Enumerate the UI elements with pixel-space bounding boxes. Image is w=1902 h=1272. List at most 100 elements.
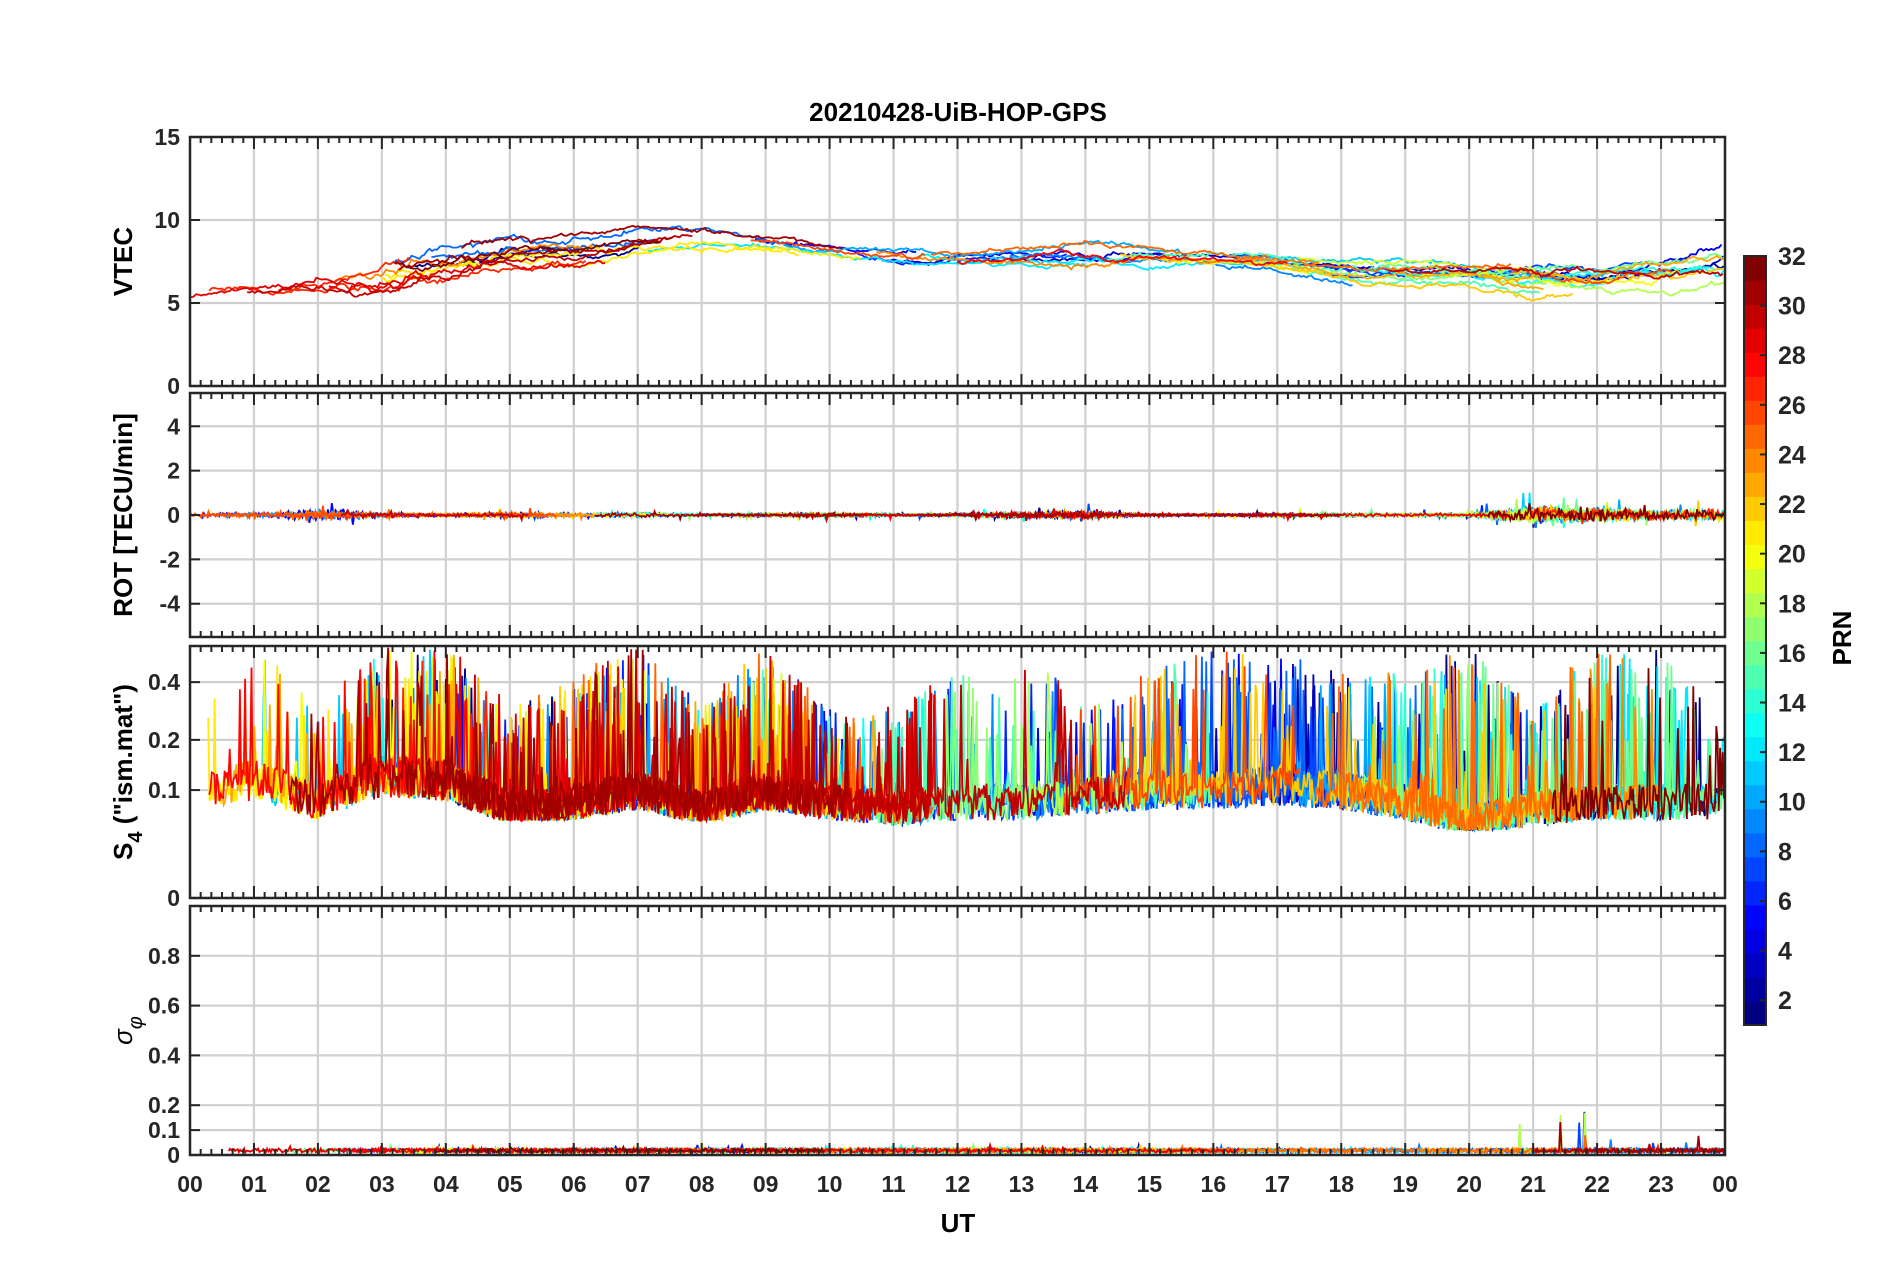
x-tick-label: 18 [1328,1171,1354,1197]
x-tick-label: 13 [1009,1171,1035,1197]
colorbar-segment [1744,1000,1766,1026]
panel-vtec: 0 5 10 15 VTEC [108,124,1727,399]
y-tick-label: 0.2 [148,1092,180,1118]
x-tick-label: 00 [177,1171,203,1197]
prn-27-line [1528,506,1725,525]
prn-25-line [1315,653,1613,831]
prn-31-line [594,508,863,523]
prn-26-line [750,239,926,261]
colorbar-segment [1744,904,1766,930]
x-tick-label: 20 [1456,1171,1482,1197]
ticks-rot [189,393,1726,637]
colorbar-segment [1744,304,1766,329]
colorbar-segment [1744,424,1766,449]
y-label-main: S [108,843,138,860]
prn-32-line [394,238,661,273]
y-tick-label: 15 [154,124,180,150]
colorbar-segment [1744,448,1766,473]
colorbar-label: PRN [1827,611,1857,666]
prn-28-line [956,248,1288,267]
y-tick-label: 0.4 [148,669,180,695]
x-tick-label: 00 [1712,1171,1738,1197]
colorbar-tick-label: 32 [1778,243,1806,271]
y-axis-label-rot: ROT [TECU/min] [108,413,138,617]
colorbar-segment [1744,256,1766,281]
series-s4 [207,647,1725,834]
x-tick-label: 09 [753,1171,779,1197]
x-tick-label: 01 [241,1171,267,1197]
colorbar-segment [1744,784,1766,810]
series-rot [190,492,1725,529]
prn-29-line [227,1143,496,1155]
colorbar-segment [1744,760,1766,786]
x-tick-label: 06 [561,1171,587,1197]
colorbar-segment [1744,544,1766,570]
prn-29-line [328,258,606,294]
colorbar-segment [1744,280,1766,305]
x-tick-label: 02 [305,1171,331,1197]
y-axis-label-vtec: VTEC [108,227,138,297]
colorbar-segment [1744,928,1766,954]
y-tick-label: 5 [167,290,180,316]
prn-19-line [1297,256,1537,273]
prn-31-line [460,224,843,250]
prn-27-line [208,256,410,296]
colorbar-segment [1744,664,1766,690]
prn-32-line [1487,503,1725,524]
colorbar-segment [1744,880,1766,906]
colorbar-tick-label: 30 [1778,293,1806,321]
colorbar-segment [1744,712,1766,738]
x-tick-label: 22 [1584,1171,1610,1197]
colorbar-segment [1744,832,1766,858]
colorbar-tick-label: 26 [1778,392,1806,420]
colorbar-tick-label: 10 [1778,789,1806,817]
colorbar-segment [1744,736,1766,762]
colorbar-segment [1744,616,1766,642]
y-tick-label: 0.2 [148,727,180,753]
x-tick-label: 21 [1520,1171,1546,1197]
x-tick-label: 05 [497,1171,523,1197]
prn-22-line [1510,267,1723,284]
figure-title: 20210428-UiB-HOP-GPS [809,97,1107,127]
prn-24-line [876,250,1320,271]
panel-sigma_phi: 00.10.2 0.4 0.6 0.8 σφ [108,904,1727,1168]
prn-12-line [647,242,1089,270]
colorbar-segment [1744,952,1766,978]
y-tick-label: 0 [167,1142,180,1168]
colorbar-segment [1744,400,1766,425]
y-tick-label: 0.6 [148,993,180,1019]
prn-29-line [190,274,422,299]
x-tick-label: 19 [1392,1171,1418,1197]
y-tick-label: 0.1 [148,777,180,803]
colorbar-segment [1744,568,1766,594]
x-tick-label: 16 [1201,1171,1227,1197]
y-tick-label: 2 [167,458,180,484]
prn-31-line [288,647,714,821]
prn-8-line [431,239,655,259]
x-tick-label: 07 [625,1171,651,1197]
colorbar-tick-label: 16 [1778,640,1806,668]
y-tick-label: 0 [167,502,180,528]
y-label-rest: ("ism.mat") [108,684,138,831]
colorbar-tick-label: 8 [1778,838,1792,866]
y-tick-label: 10 [154,207,180,233]
x-tick-label: 23 [1648,1171,1674,1197]
colorbar-frame [1743,255,1767,1026]
prn-25-line [1165,1135,1606,1155]
x-tick-label: 11 [881,1171,906,1197]
prn-17-line [846,676,1038,826]
colorbar-tick-label: 24 [1778,441,1806,469]
panel-rot: -4 -2 0 2 4 ROT [TECU/min] [108,391,1727,639]
y-tick-label: 0 [167,885,180,911]
y-label-sub: 4 [125,831,147,843]
colorbar-segment [1744,328,1766,353]
x-tick-label: 03 [369,1171,395,1197]
y-tick-label: 4 [167,413,180,439]
x-tick-label: 12 [945,1171,971,1197]
colorbar-segment [1744,496,1766,521]
x-tick-label: 10 [817,1171,843,1197]
colorbar-segment [1744,520,1766,545]
y-label-sub: φ [125,1016,147,1029]
